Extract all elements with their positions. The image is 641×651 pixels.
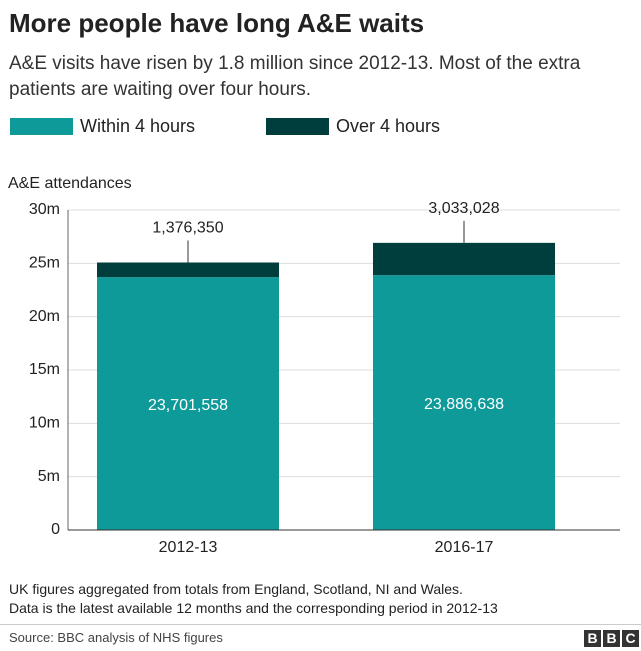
note: UK figures aggregated from totals from E…	[9, 581, 463, 597]
divider	[0, 624, 641, 625]
x-tick-label: 2016-17	[435, 539, 494, 556]
logo-letter: B	[603, 630, 620, 647]
data-label: 23,886,638	[424, 396, 504, 413]
legend-swatch	[10, 118, 73, 135]
bar	[97, 262, 279, 278]
data-label: 3,033,028	[428, 200, 499, 217]
subtitle: A&E visits have risen by 1.8 million sin…	[9, 53, 581, 100]
y-tick-label: 10m	[29, 415, 60, 432]
y-tick-label: 30m	[29, 201, 60, 218]
x-tick-label: 2012-13	[159, 539, 218, 556]
logo-letter: C	[622, 630, 639, 647]
y-tick-label: 0	[51, 521, 60, 538]
y-tick-label: 5m	[38, 468, 60, 485]
source: Source: BBC analysis of NHS figures	[9, 630, 223, 645]
legend-label: Within 4 hours	[80, 116, 195, 136]
note: Data is the latest available 12 months a…	[9, 600, 498, 616]
legend-swatch	[266, 118, 329, 135]
title: More people have long A&E waits	[9, 8, 425, 38]
data-label: 1,376,350	[152, 220, 223, 237]
y-tick-label: 15m	[29, 361, 60, 378]
chart: Within 4 hours Over 4 hours A&E attendance…	[8, 116, 620, 556]
y-tick-label: 25m	[29, 255, 60, 272]
data-label: 23,701,558	[148, 397, 228, 414]
bar	[373, 275, 555, 530]
bar	[97, 277, 279, 530]
bar	[373, 242, 555, 276]
logo-letter: B	[584, 630, 601, 647]
logo: B B C	[584, 630, 639, 647]
legend-label: Over 4 hours	[336, 116, 440, 136]
y-tick-label: 20m	[29, 308, 60, 325]
y-axis-label: A&E attendances	[8, 175, 132, 192]
